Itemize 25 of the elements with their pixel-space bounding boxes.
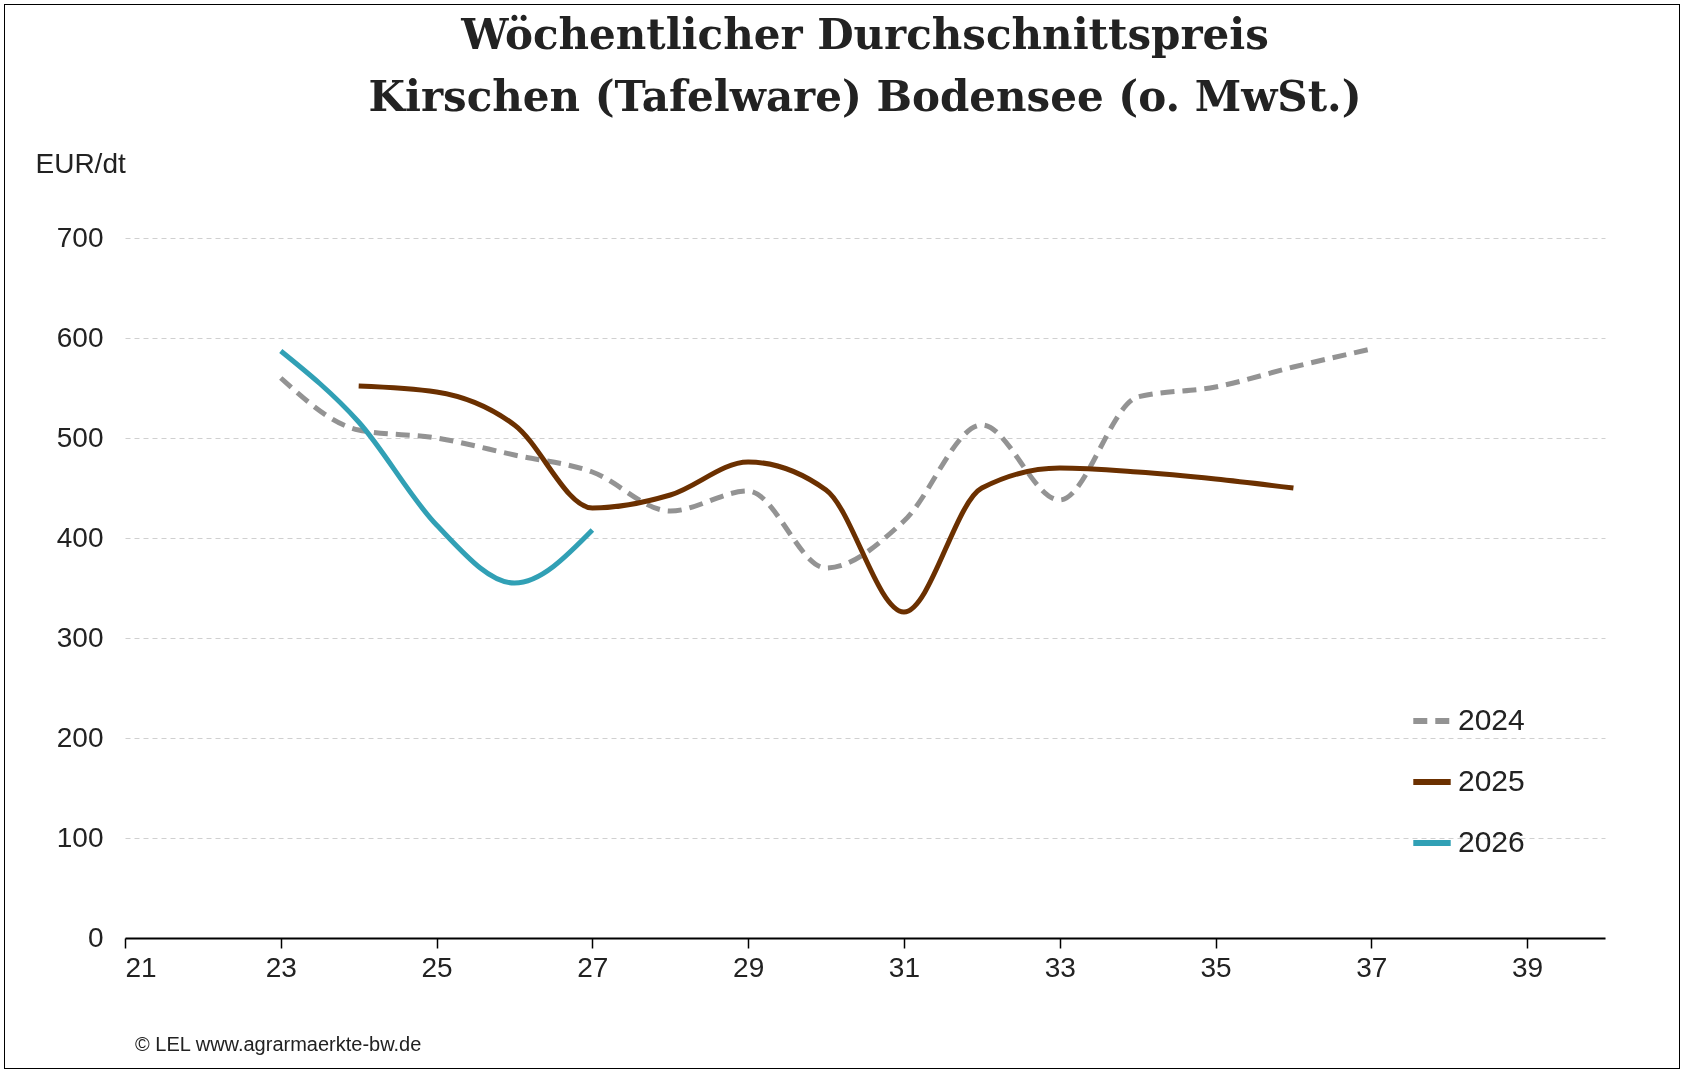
text: © LEL www.agrarmaerkte-bw.de — [135, 1033, 422, 1056]
x-tick-label: 21 — [125, 951, 157, 983]
x-tick-label: 39 — [1512, 951, 1544, 983]
x-tick-label: 31 — [888, 951, 921, 983]
y-tick-label: 700 — [56, 221, 104, 253]
x-tick-label: 37 — [1356, 951, 1388, 983]
text: Wöchentlicher Durchschnittspreis — [461, 10, 1269, 59]
legend-label: 2026 — [1458, 825, 1525, 858]
x-tick-label: 33 — [1044, 951, 1076, 983]
y-axis-title: EUR/dt — [35, 147, 126, 179]
x-tick-label: 29 — [733, 951, 765, 983]
y-tick-label: 100 — [56, 821, 104, 853]
x-tick-label: 27 — [577, 951, 609, 983]
y-tick-label: 0 — [87, 921, 104, 953]
y-tick-label: 600 — [56, 321, 104, 353]
y-tick-label: 400 — [56, 521, 104, 553]
x-tick-label: 35 — [1200, 951, 1232, 983]
text: Kirschen (Tafelware) Bodensee (o. MwSt.) — [368, 72, 1362, 121]
x-tick-label: 23 — [265, 951, 297, 983]
legend-label: 2024 — [1458, 703, 1525, 736]
y-tick-label: 500 — [56, 421, 104, 453]
x-tick-label: 25 — [421, 951, 453, 983]
y-tick-label: 300 — [56, 621, 104, 653]
legend-label: 2025 — [1458, 764, 1525, 797]
y-tick-label: 200 — [56, 721, 104, 753]
